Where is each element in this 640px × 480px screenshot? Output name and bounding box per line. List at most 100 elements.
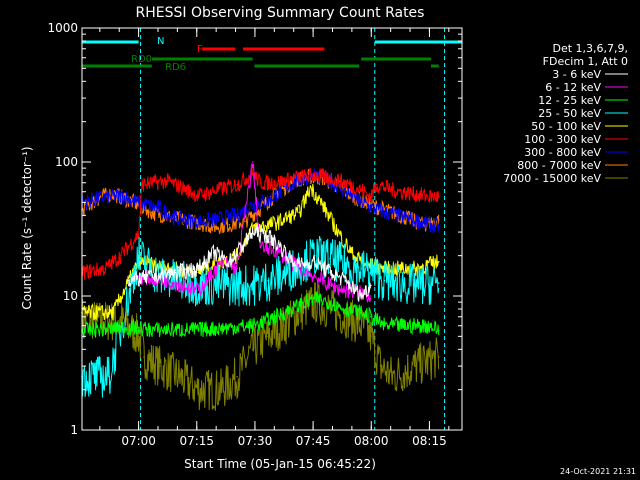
series-1-point-5	[220, 260, 223, 263]
series-8-point-17	[360, 324, 362, 327]
y-tick-label-2: 100	[55, 155, 78, 169]
series-0-point-1	[197, 267, 200, 270]
series-6-point-6	[197, 220, 200, 223]
series-4-point-11	[337, 231, 339, 233]
series-5-point-13	[294, 177, 297, 179]
series-3-point-12	[344, 264, 347, 266]
series-0-point-11	[360, 295, 362, 297]
series-5-point-17	[360, 189, 362, 191]
series-8-point-1	[96, 320, 99, 322]
series-2-point-3	[147, 328, 149, 331]
series-4-point-1	[112, 311, 114, 314]
series-5-point-7	[197, 194, 200, 197]
series-5-point-12	[275, 181, 277, 184]
series-8-point-7	[197, 388, 200, 391]
x-tick-label-3: 07:45	[296, 434, 331, 448]
series-1-point-1	[166, 279, 169, 282]
series-2-point-4	[197, 328, 200, 331]
overlay-rd0-label: RD0	[131, 54, 152, 65]
series-0-point-0	[127, 279, 130, 282]
series-3-point-11	[329, 257, 331, 260]
series-3-point-16	[414, 284, 417, 287]
legend-header-1: FDecim 1, Att 0	[543, 55, 628, 68]
series-5-point-2	[119, 254, 122, 257]
series-2-point-7	[298, 304, 300, 307]
axes: 1 10 100 1000 07:00 07:15 07:30 07:45 08:00 08:15	[47, 21, 463, 448]
series-4-point-12	[352, 254, 355, 257]
series-8-point-13	[298, 311, 300, 314]
y-tick-label-0: 1	[70, 423, 78, 437]
series-2-point-9	[329, 301, 331, 303]
legend-label-5: 100 - 300 keV	[524, 133, 601, 146]
series-3-point-7	[267, 279, 269, 282]
series-2-point-15	[437, 329, 440, 332]
series-1-point-11	[313, 275, 316, 278]
series-6-point-16	[360, 201, 362, 204]
series-line-2	[81, 291, 440, 339]
plot-area: N F RD0 RD6	[81, 28, 462, 430]
series-4-point-16	[437, 260, 440, 263]
series-2-point-13	[383, 324, 386, 327]
series-line-3	[81, 236, 440, 398]
series-6-point-5	[174, 217, 176, 220]
series-8-point-5	[158, 365, 161, 367]
series-line-6	[81, 167, 440, 234]
series-0-point-2	[213, 252, 215, 254]
footer-timestamp: 24-Oct-2021 21:31	[560, 467, 636, 476]
series-3-point-5	[236, 284, 238, 287]
y-tick-label-1: 10	[63, 289, 78, 303]
series-5-point-3	[137, 233, 140, 235]
series-4-point-10	[321, 203, 324, 206]
series-8-point-2	[119, 320, 122, 322]
series-0-point-10	[344, 279, 347, 282]
series-7-point-10	[244, 220, 246, 223]
legend-label-7: 800 - 7000 keV	[517, 159, 601, 172]
series-5-point-20	[391, 189, 394, 191]
series-1-point-13	[344, 289, 347, 292]
overlay-rd6-label: RD6	[165, 62, 186, 73]
series-6-point-9	[251, 203, 254, 206]
x-axis-title: Start Time (05-Jan-15 06:45:22)	[184, 457, 376, 471]
series-8-point-6	[178, 375, 180, 378]
series-3-point-14	[370, 271, 372, 274]
series-5-point-11	[259, 181, 262, 184]
series-4-point-9	[309, 186, 312, 188]
series-6-point-17	[370, 206, 372, 208]
series-6-point-1	[100, 197, 103, 199]
series-5-point-6	[182, 187, 184, 189]
series-6-point-8	[236, 214, 238, 217]
series-7-point-5	[150, 211, 153, 214]
legend-label-8: 7000 - 15000 keV	[503, 172, 601, 185]
legend-label-2: 12 - 25 keV	[538, 94, 601, 107]
series-2-point-12	[370, 315, 372, 318]
series-8-point-19	[379, 365, 382, 367]
series-6-point-20	[430, 223, 432, 226]
series-1-point-6	[236, 267, 238, 270]
series-8-point-21	[414, 365, 417, 367]
series-8-point-9	[236, 375, 238, 378]
series-5-point-18	[370, 195, 372, 198]
series-6-point-19	[406, 217, 409, 220]
series-6-point-3	[137, 201, 140, 204]
series-8-point-12	[282, 324, 285, 327]
series-3-point-8	[282, 273, 285, 276]
series-line-0	[128, 225, 371, 302]
series-5-point-14	[313, 174, 316, 176]
series-5-point-5	[166, 180, 169, 182]
series-5-point-22	[430, 195, 432, 198]
series-1-point-3	[197, 289, 200, 292]
series-6-point-15	[344, 190, 347, 193]
x-tick-label-2: 07:30	[238, 434, 273, 448]
overlay-f-label: F	[197, 44, 203, 55]
series-6-point-11	[282, 189, 285, 191]
x-tick-label-0: 07:00	[121, 434, 156, 448]
series-3-point-17	[437, 282, 440, 284]
legend-label-0: 3 - 6 keV	[552, 68, 601, 81]
series-8-point-11	[267, 335, 269, 338]
series-5-point-23	[437, 195, 440, 198]
series-1-point-8	[259, 246, 262, 249]
series-8-point-18	[370, 335, 372, 338]
series-line-1	[138, 163, 372, 303]
series-8-point-15	[329, 308, 331, 310]
